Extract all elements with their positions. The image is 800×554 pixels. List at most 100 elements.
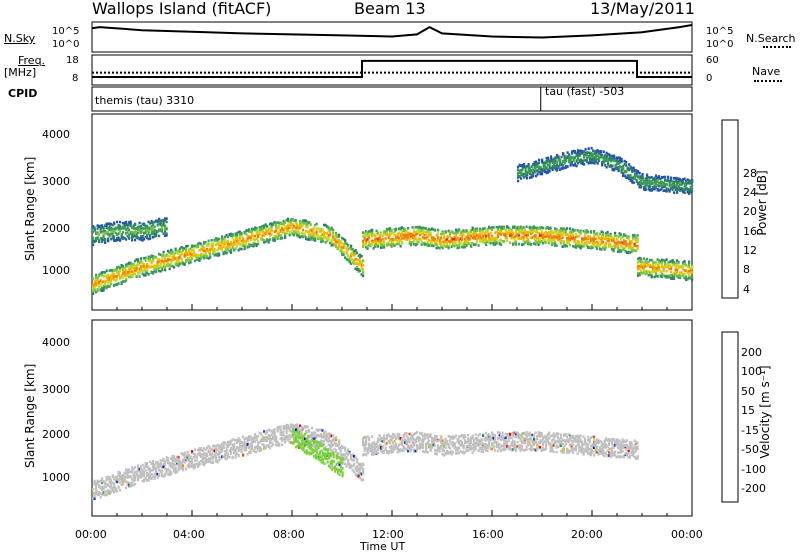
power-cell [535, 163, 538, 166]
power-cell [134, 259, 137, 263]
velocity-cell [134, 474, 137, 478]
power-cell [203, 242, 206, 245]
power-cell [102, 284, 105, 288]
velocity-cell [224, 453, 227, 456]
velocity-cell [146, 471, 149, 475]
velocity-cell [227, 453, 230, 456]
power-cell [521, 172, 524, 175]
power-cell [192, 250, 195, 254]
power-cell [176, 262, 179, 266]
power-cell [589, 156, 592, 159]
power-cell [510, 231, 513, 234]
power-cell [114, 226, 117, 230]
velocity-cell [174, 468, 177, 472]
velocity-cell [171, 466, 174, 470]
power-cell [302, 232, 305, 235]
power-cell [525, 236, 528, 239]
power-cell [150, 265, 153, 268]
power-cell [296, 226, 299, 230]
power-cell [449, 234, 452, 237]
velocity-cell [95, 481, 98, 485]
power-cell [218, 253, 221, 257]
power-cell [689, 271, 692, 274]
power-cell [429, 239, 432, 243]
power-cell [667, 188, 670, 192]
power-cell [414, 233, 417, 237]
power-cell [564, 244, 567, 247]
power-cell [159, 253, 162, 256]
velocity-cell [248, 435, 251, 439]
power-cell [621, 235, 624, 239]
velocity-cell [285, 427, 288, 430]
power-cell [234, 247, 237, 250]
power-cell [638, 175, 641, 178]
power-cell [179, 262, 182, 266]
power-cell [688, 264, 691, 267]
power-cell [309, 223, 312, 226]
power-cell [523, 162, 526, 166]
power-cell [656, 275, 659, 278]
power-cell [377, 239, 380, 242]
power-cell [120, 235, 123, 238]
power-cell [315, 230, 318, 233]
power-cell [646, 264, 649, 268]
power-cell [114, 239, 117, 242]
power-cell [679, 265, 682, 268]
velocity-cell [174, 457, 177, 461]
power-cell [380, 242, 383, 245]
velocity-cell [149, 476, 152, 480]
power-cell [92, 225, 95, 228]
power-cell [461, 233, 464, 236]
power-cell [221, 242, 224, 245]
power-cell [449, 231, 452, 235]
velocity-cell [198, 460, 201, 464]
power-cell [592, 154, 595, 158]
power-cell [372, 246, 375, 250]
power-cell [450, 245, 453, 248]
power-cell [437, 228, 440, 232]
power-cell [192, 244, 195, 248]
power-cell [119, 238, 122, 241]
velocity-cell [215, 448, 218, 452]
freq-strip-frame [91, 54, 693, 86]
power-cell [647, 176, 650, 179]
power-cell [98, 233, 101, 237]
power-cell [524, 168, 527, 171]
power-cell [447, 240, 450, 243]
power-cell [527, 169, 530, 173]
power-cell [610, 165, 613, 168]
velocity-cell [272, 431, 275, 434]
power-cell [285, 224, 288, 228]
power-cell [596, 151, 599, 154]
power-cell [646, 257, 649, 261]
power-cell [378, 241, 381, 245]
power-cell [293, 224, 296, 228]
power-cell [491, 226, 494, 229]
power-cell [101, 226, 104, 229]
velocity-cell [219, 445, 222, 449]
velocity-cell [114, 486, 117, 490]
velocity-cell [162, 462, 165, 466]
power-cell [646, 176, 649, 179]
velocity-cell [275, 435, 278, 439]
velocity-cell [110, 478, 113, 482]
power-cell [529, 172, 532, 176]
power-cell [658, 268, 661, 271]
cpid-label: CPID [8, 87, 38, 100]
power-cell [413, 235, 416, 238]
power-cell [212, 252, 215, 255]
velocity-cell [272, 436, 275, 439]
power-cell [107, 282, 110, 285]
velocity-cell [290, 423, 293, 426]
velocity-cell [173, 459, 176, 463]
power-cell [456, 244, 459, 248]
power-cell [210, 245, 213, 249]
power-cell [152, 227, 155, 230]
power-cell [123, 274, 126, 277]
power-cell [662, 266, 665, 269]
power-cell [111, 269, 114, 272]
power-cell [152, 265, 155, 268]
power-cell [117, 238, 120, 241]
power-cell [556, 154, 559, 157]
velocity-cell [266, 431, 269, 434]
